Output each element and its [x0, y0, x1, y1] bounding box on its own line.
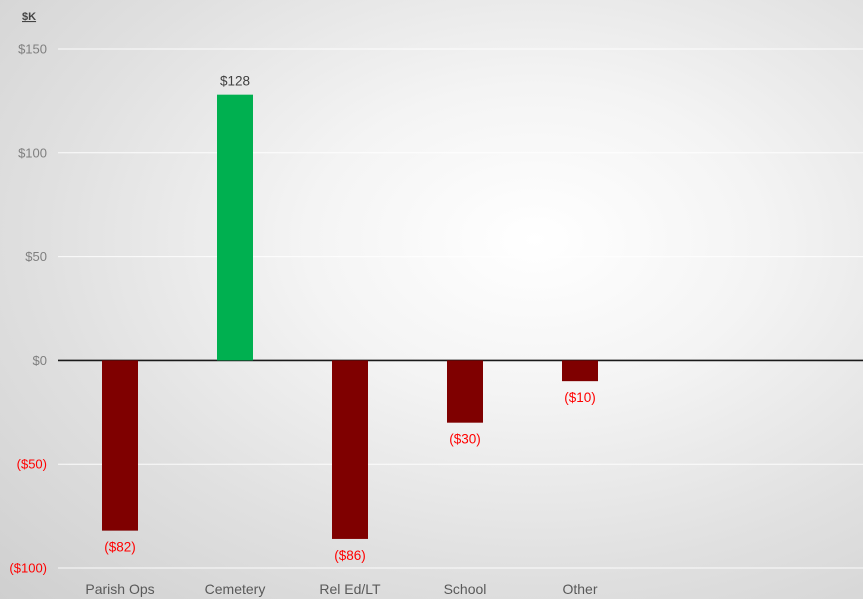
- data-labels: ($82) $128 ($86) ($30) ($10): [104, 74, 596, 563]
- y-tick-label: $100: [18, 145, 47, 160]
- data-label: ($82): [104, 540, 136, 555]
- data-label: $128: [220, 74, 250, 89]
- y-tick-label: $50: [25, 249, 47, 264]
- bar-rel-ed-lt: [332, 360, 368, 539]
- x-category-label: Cemetery: [205, 581, 266, 597]
- x-category-label: Other: [562, 581, 597, 597]
- x-category-label: School: [444, 581, 487, 597]
- bar-cemetery: [217, 94, 253, 361]
- data-label: ($30): [449, 432, 481, 447]
- y-axis-unit-label: $K: [22, 11, 36, 23]
- y-tick-label: $0: [33, 353, 47, 368]
- x-axis-categories: Parish Ops Cemetery Rel Ed/LT School Other: [85, 581, 597, 597]
- gridlines: [58, 48, 863, 569]
- y-tick-label: ($50): [17, 457, 47, 472]
- y-tick-label: $150: [18, 42, 47, 57]
- x-category-label: Parish Ops: [85, 581, 154, 597]
- x-category-label: Rel Ed/LT: [319, 581, 381, 597]
- data-label: ($10): [564, 390, 596, 405]
- bar-other: [562, 360, 598, 382]
- bar-parish-ops: [102, 360, 138, 531]
- data-label: ($86): [334, 548, 366, 563]
- bars: [102, 94, 598, 539]
- y-tick-label: ($100): [9, 561, 47, 576]
- bar-school: [447, 360, 483, 423]
- y-axis-ticks: $150 $100 $50 $0 ($50) ($100): [9, 42, 47, 576]
